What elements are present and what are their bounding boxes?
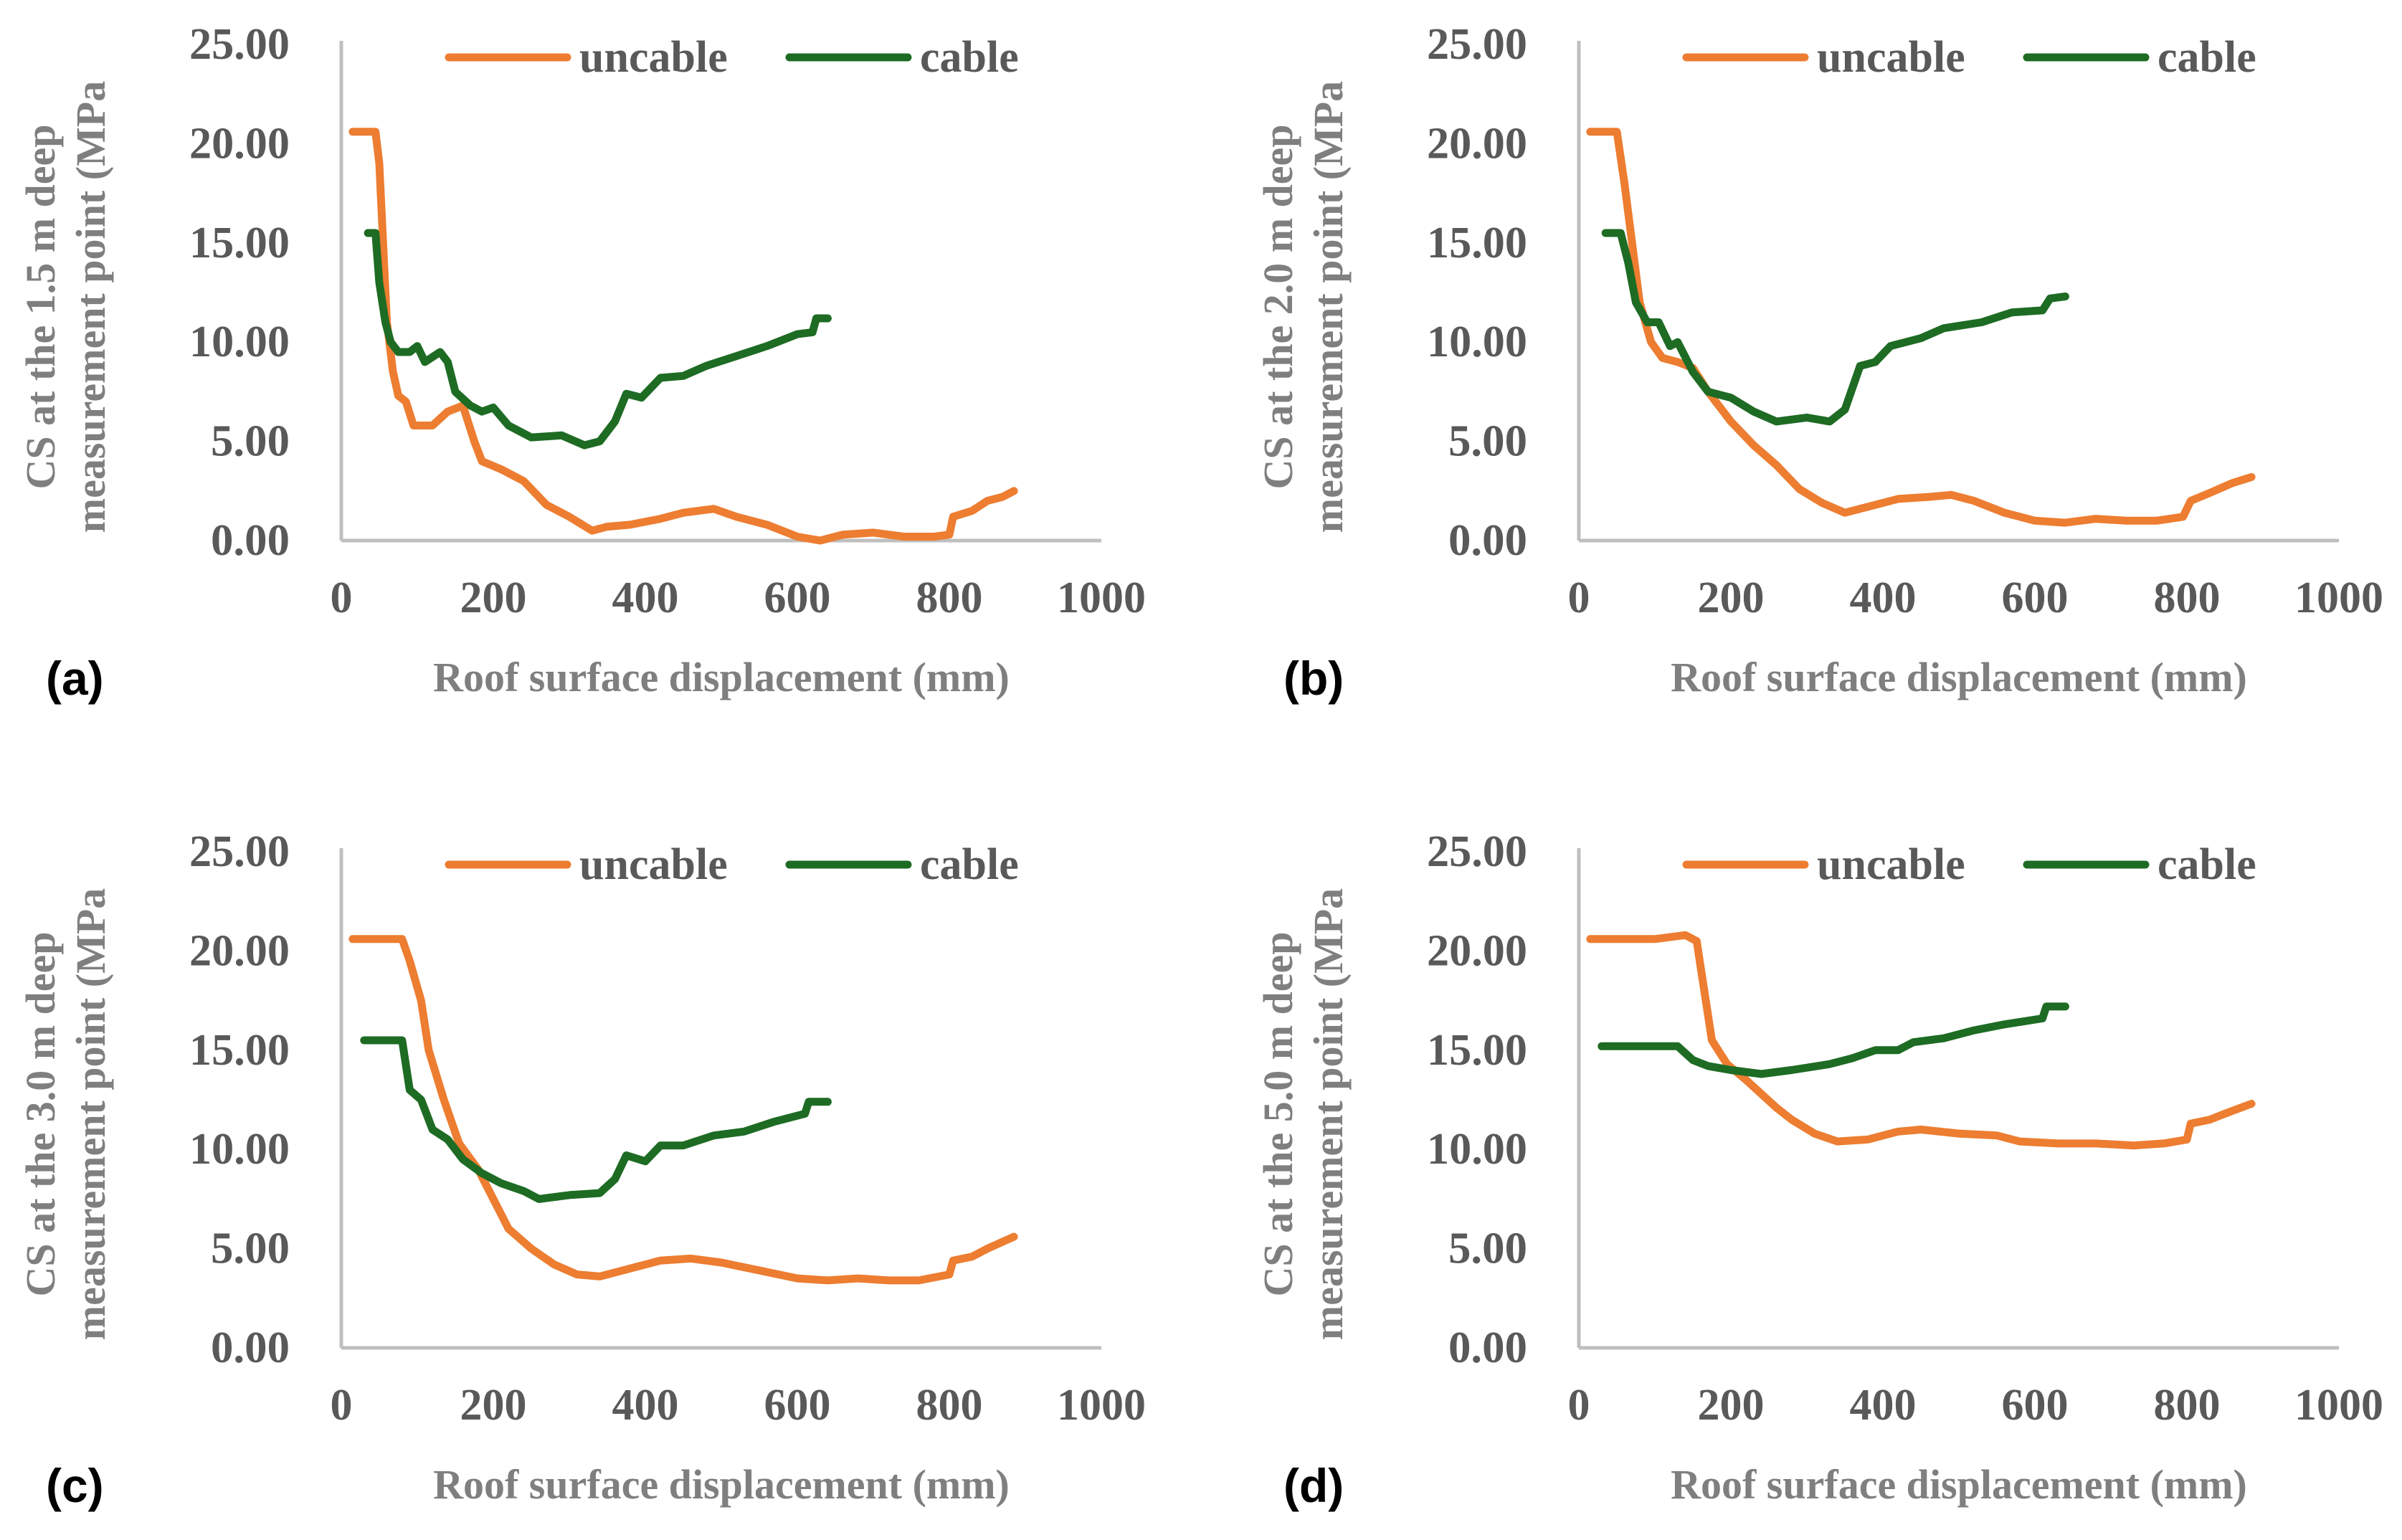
y-tick-label: 10.00 <box>189 318 290 366</box>
y-axis-title-line: measurement point (MPa <box>67 888 114 1340</box>
x-tick-label: 400 <box>1850 1381 1917 1430</box>
series-line-cable <box>364 229 832 450</box>
y-tick-label: 15.00 <box>1427 1026 1527 1075</box>
y-axis-title-line: CS at the 3.0 m deep <box>17 931 64 1296</box>
legend-label-uncable: uncable <box>1817 33 1965 82</box>
y-tick-label: 10.00 <box>1427 318 1527 366</box>
panel-label: (b) <box>1283 652 1344 705</box>
x-tick-label: 1000 <box>1057 1381 1146 1430</box>
x-tick-label: 800 <box>916 1381 983 1430</box>
y-tick-label: 15.00 <box>189 219 290 267</box>
legend-label-cable: cable <box>920 33 1019 82</box>
x-tick-label: 600 <box>764 574 831 622</box>
y-tick-label: 20.00 <box>1427 926 1527 975</box>
y-tick-label: 0.00 <box>211 516 290 565</box>
y-tick-label: 0.00 <box>1448 516 1527 565</box>
series-line-cable <box>1598 1002 2069 1078</box>
y-tick-label: 0.00 <box>1448 1323 1527 1372</box>
x-tick-label: 0 <box>331 1381 353 1430</box>
x-tick-label: 0 <box>331 574 353 622</box>
x-tick-label: 600 <box>2002 574 2069 622</box>
x-tick-label: 1000 <box>1057 574 1146 622</box>
y-tick-label: 25.00 <box>189 827 290 876</box>
y-tick-label: 25.00 <box>189 20 290 69</box>
y-tick-label: 20.00 <box>1427 119 1527 168</box>
x-axis-title: Roof surface displacement (mm) <box>433 1461 1010 1508</box>
x-tick-label: 200 <box>460 1381 527 1430</box>
series-line-cable <box>360 1036 832 1203</box>
y-axis-title-line: measurement point (MPa <box>1305 888 1352 1340</box>
y-tick-label: 15.00 <box>189 1026 290 1075</box>
y-axis-title-line: measurement point (MPa <box>1305 81 1352 533</box>
x-tick-label: 1000 <box>2294 574 2383 622</box>
x-axis-title: Roof surface displacement (mm) <box>1671 654 2247 700</box>
y-tick-label: 20.00 <box>189 926 290 975</box>
panel-label: (d) <box>1283 1459 1344 1512</box>
y-tick-label: 25.00 <box>1427 827 1527 876</box>
legend-label-uncable: uncable <box>579 33 728 82</box>
y-tick-label: 10.00 <box>189 1125 290 1174</box>
x-axis-title: Roof surface displacement (mm) <box>433 654 1010 700</box>
legend-label-uncable: uncable <box>1817 840 1965 889</box>
y-tick-label: 10.00 <box>1427 1125 1527 1174</box>
y-tick-label: 15.00 <box>1427 219 1527 267</box>
series-line-uncable <box>348 935 1018 1285</box>
y-tick-label: 20.00 <box>189 119 290 168</box>
chart-panel-d: 0.00 5.00 10.00 15.00 20.00 25.00 0 200 400 600 80… <box>1255 827 2383 1512</box>
chart-panel-b: 0.00 5.00 10.00 15.00 20.00 25.00 0 200 400 600 80… <box>1255 20 2383 705</box>
series-line-uncable <box>348 128 1018 545</box>
x-tick-label: 800 <box>2154 574 2221 622</box>
panel-label: (c) <box>46 1459 104 1512</box>
x-axis-title: Roof surface displacement (mm) <box>1671 1461 2247 1508</box>
legend-label-cable: cable <box>2157 33 2256 82</box>
series-line-uncable <box>1586 931 2256 1150</box>
series-line-uncable <box>1586 128 2256 527</box>
x-tick-label: 800 <box>916 574 983 622</box>
series-line-cable <box>1601 229 2069 426</box>
x-tick-label: 800 <box>2154 1381 2221 1430</box>
x-tick-label: 200 <box>1698 1381 1765 1430</box>
x-tick-label: 400 <box>612 574 679 622</box>
y-tick-label: 0.00 <box>211 1323 290 1372</box>
legend-label-cable: cable <box>2157 840 2256 889</box>
y-tick-label: 5.00 <box>1448 417 1527 466</box>
y-tick-label: 5.00 <box>1448 1225 1527 1273</box>
y-tick-label: 5.00 <box>211 417 290 466</box>
x-tick-label: 400 <box>1850 574 1917 622</box>
panel-label: (a) <box>46 652 104 705</box>
y-axis-title-line: CS at the 5.0 m deep <box>1255 931 1301 1296</box>
y-axis-title-line: CS at the 2.0 m deep <box>1255 124 1301 489</box>
y-axis-title-line: measurement point (MPa <box>67 81 114 533</box>
x-tick-label: 600 <box>764 1381 831 1430</box>
x-tick-label: 400 <box>612 1381 679 1430</box>
x-tick-label: 0 <box>1568 574 1590 622</box>
x-tick-label: 200 <box>1698 574 1765 622</box>
x-tick-label: 0 <box>1568 1381 1590 1430</box>
y-tick-label: 5.00 <box>211 1225 290 1273</box>
chart-panel-a: 0.00 5.00 10.00 15.00 20.00 25.00 0 200 400 600 80… <box>17 20 1146 705</box>
legend-label-uncable: uncable <box>579 840 728 889</box>
chart-panel-c: 0.00 5.00 10.00 15.00 20.00 25.00 0 200 400 600 80… <box>17 827 1146 1512</box>
x-tick-label: 200 <box>460 574 527 622</box>
legend-label-cable: cable <box>920 840 1019 889</box>
y-axis-title-line: CS at the 1.5 m deep <box>17 124 64 489</box>
y-tick-label: 25.00 <box>1427 20 1527 69</box>
x-tick-label: 600 <box>2002 1381 2069 1430</box>
x-tick-label: 1000 <box>2294 1381 2383 1430</box>
